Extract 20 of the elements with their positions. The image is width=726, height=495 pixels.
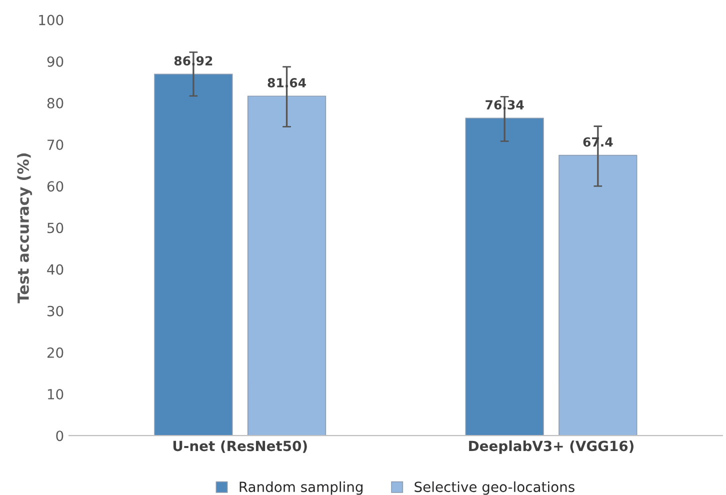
y-tick-label: 0 (56, 430, 64, 442)
x-tick-label: U-net (ResNet50) (173, 440, 307, 453)
bar (558, 154, 638, 436)
y-tick-label: 50 (48, 222, 64, 234)
y-tick-label: 90 (47, 56, 64, 67)
bar (465, 118, 544, 436)
x-tick-label: DeeplabV3+ (VGG16) (469, 440, 634, 454)
legend-label: Selective geo-locations (414, 481, 574, 495)
y-tick-label: 70 (48, 140, 64, 150)
bar (154, 74, 233, 436)
y-tick-label: 80 (47, 98, 64, 108)
y-tick-label: 10 (48, 388, 64, 400)
legend-label: Random sampling (240, 481, 363, 495)
y-tick-label: 60 (47, 181, 64, 192)
y-tick-label: 20 (47, 347, 64, 358)
y-tick-label: 30 (47, 306, 64, 316)
y-tick-label: 40 (47, 264, 64, 275)
y-tick-label: 100 (39, 14, 64, 26)
y-axis-title: Test accuracy (%) (17, 153, 32, 304)
bar (247, 96, 326, 436)
